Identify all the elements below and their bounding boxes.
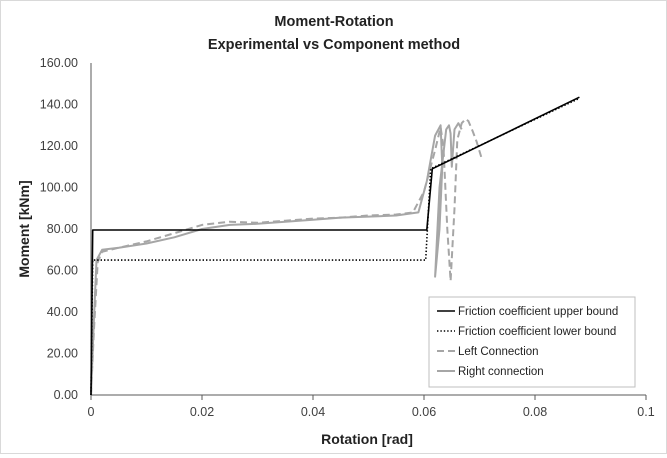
legend-box [428, 296, 636, 388]
x-tick-label: 0.04 [301, 405, 325, 419]
x-tick-label: 0 [88, 405, 95, 419]
legend-label: Friction coefficient lower bound [458, 326, 616, 338]
series-line-left-connection [90, 118, 484, 396]
x-tick-label: 0.02 [190, 405, 214, 419]
legend-label: Left Connection [458, 346, 539, 358]
y-axis-ticks: 0.00 20.00 40.00 60.00 80.00 100.00 120.00 140.… [40, 56, 78, 402]
x-tick-label: 0.06 [412, 405, 436, 419]
y-tick-label: 0.00 [54, 388, 78, 402]
y-tick-label: 20.00 [47, 347, 78, 361]
y-axis-title: Moment [kNm] [16, 180, 32, 277]
y-tick-label: 100.00 [40, 181, 78, 195]
x-tick-label: 0.1 [637, 405, 654, 419]
series-lines [90, 96, 580, 396]
y-tick-label: 80.00 [47, 222, 78, 236]
x-axis-title: Rotation [rad] [321, 431, 413, 447]
y-tick-label: 40.00 [47, 305, 78, 319]
x-tick-label: 0.08 [523, 405, 547, 419]
legend-label: Friction coefficient upper bound [458, 306, 618, 318]
legend: Friction coefficient upper bound Friction… [428, 296, 636, 388]
legend-label: Right connection [458, 366, 544, 378]
chart-subtitle: Experimental vs Component method [208, 37, 460, 53]
chart-title: Moment-Rotation [274, 14, 393, 30]
y-tick-label: 120.00 [40, 139, 78, 153]
y-tick-label: 160.00 [40, 56, 78, 70]
series-line-right-connection [90, 122, 463, 396]
y-tick-label: 60.00 [47, 264, 78, 278]
x-axis-ticks: 0 0.02 0.04 0.06 0.08 0.1 [88, 395, 655, 419]
y-tick-label: 140.00 [40, 98, 78, 112]
